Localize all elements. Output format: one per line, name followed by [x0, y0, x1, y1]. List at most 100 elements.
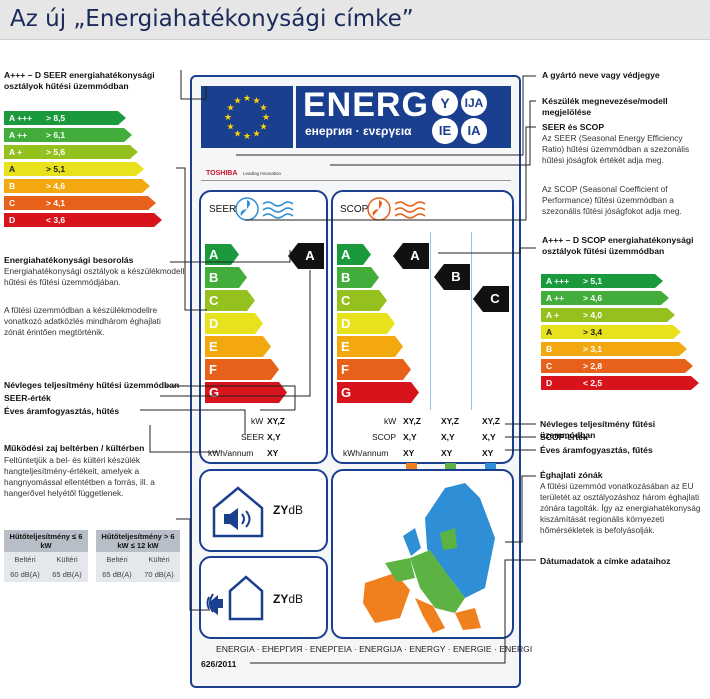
eu-star-icon: ★	[262, 112, 270, 122]
seer-scale-row: C > 4,1	[4, 196, 156, 210]
seer-scale-threshold: > 4,6	[46, 181, 66, 191]
seer-scale-class: B	[9, 181, 16, 191]
energy-class-bar: F	[337, 359, 411, 380]
seer-scale-threshold: > 4,1	[46, 198, 66, 208]
noise-indoor-label: Beltéri	[96, 552, 138, 567]
scop-explanation: Az SCOP (Seasonal Coefficient of Perform…	[542, 184, 682, 216]
heat-capacity-label: Névleges teljesítmény fűtési üzemmódban	[540, 419, 656, 440]
regulation-number: 626/2011	[201, 659, 237, 669]
energy-class-bar: D	[205, 313, 263, 334]
outdoor-speaker-icon	[206, 571, 266, 632]
noise-text: Feltüntetjük a bel- és kültéri készülék …	[4, 455, 155, 498]
scop-kw-value: XY,Z	[482, 416, 500, 426]
scop-scale-row: A + > 4,0	[541, 308, 675, 322]
energ-text: ENERG	[303, 86, 429, 124]
seer-scale-row: D < 3,6	[4, 213, 162, 227]
brand-tagline: Leading Innovation	[243, 171, 282, 176]
seer-kwh-unit: kWh/annum	[208, 448, 254, 458]
seer-scale-class: A ++	[9, 130, 28, 140]
cool-capacity-label: Névleges teljesítmény hűtési üzemmódban	[4, 380, 180, 390]
seer-kw-unit: kW	[251, 416, 264, 426]
scop-scale-class: A	[546, 327, 553, 337]
noise-value: 60 dB(A)	[4, 567, 46, 582]
scop-scale-row: A > 3,4	[541, 325, 681, 339]
scop-scale-threshold: < 2,5	[583, 378, 603, 388]
scop-row-value: X,Y	[482, 432, 496, 442]
class-title: Energiahatékonysági besorolás	[4, 255, 134, 265]
seer-scale-class: A +	[9, 147, 23, 157]
eu-stars-icon: ★★★★★★★★★ ★ ★★	[224, 93, 270, 141]
scop-scale-threshold: > 4,0	[583, 310, 603, 320]
energy-class-bar: C	[337, 290, 387, 311]
seer-scale-row: A +++ > 8,5	[4, 111, 126, 125]
fan-icon	[233, 196, 303, 227]
lang-badge-ie: IE	[432, 118, 458, 144]
scop-kw-value: XY,Z	[403, 416, 421, 426]
scop-scale-row: A ++ > 4,6	[541, 291, 669, 305]
eu-star-icon: ★	[243, 131, 251, 141]
seer-scale-threshold: > 6,1	[46, 130, 66, 140]
scop-kwh-value: XY	[482, 448, 494, 458]
scop-kwh-value: XY	[403, 448, 415, 458]
seer-explanation: Az SEER (Seasonal Energy Efficiency Rati…	[542, 133, 690, 165]
indoor-speaker-icon	[210, 482, 266, 543]
heat-icon	[365, 196, 435, 227]
seer-scale-threshold: < 3,6	[46, 215, 66, 225]
noise-outdoor-label: Kültéri	[46, 552, 88, 567]
europe-zone-map	[355, 478, 505, 641]
seer-scop-title: SEER és SCOP	[542, 122, 605, 132]
seer-row-value: X,Y	[267, 432, 281, 442]
noise-value: 65 dB(A)	[46, 567, 88, 582]
seer-kwh-value: XY	[267, 448, 279, 458]
scop-scale-row: C > 2,8	[541, 359, 693, 373]
seer-kw-value: XY,Z	[267, 416, 285, 426]
zones-title: Éghajlati zónák	[540, 470, 603, 480]
scop-scale-row: B > 3,1	[541, 342, 687, 356]
scop-scale-row: A +++ > 5,1	[541, 274, 663, 288]
seer-scale-threshold: > 8,5	[46, 113, 66, 123]
noise-value: 65 dB(A)	[96, 567, 138, 582]
indoor-noise-value: ZYdB	[273, 503, 304, 517]
energy-class-bar: A	[337, 244, 371, 265]
noise-header-2: Hűtőteljesítmény > 6 kW ≤ 12 kW	[96, 530, 180, 552]
scop-kwh-unit: kWh/annum	[343, 448, 389, 458]
map-region	[403, 528, 421, 556]
eu-star-icon: ★	[234, 96, 242, 106]
seer-scale-row: B > 4,6	[4, 179, 150, 193]
scop-scale-class: A +	[546, 310, 560, 320]
scop-scale-threshold: > 2,8	[583, 361, 603, 371]
annual-cool-label: Éves áramfogyasztás, hűtés	[4, 406, 120, 416]
scop-row-value: X,Y	[441, 432, 455, 442]
scop-scale-class: D	[546, 378, 553, 388]
eu-star-icon: ★	[259, 103, 267, 113]
energy-class-bar: E	[205, 336, 271, 357]
noise-header-1: Hűtőteljesítmény ≤ 6 kW	[4, 530, 88, 552]
seer-scale-row: A > 5,1	[4, 162, 144, 176]
scop-kw-value: XY,Z	[441, 416, 459, 426]
noise-outdoor-label: Kültéri	[138, 552, 180, 567]
indoor-noise-panel	[199, 469, 328, 552]
energy-class-bar: C	[205, 290, 255, 311]
class-text2: A fűtési üzemmódban a készülékmodellre v…	[4, 305, 161, 337]
noise-table: Hűtőteljesítmény ≤ 6 kW Hűtőteljesítmény…	[4, 530, 180, 582]
seer-scale-class: A	[9, 164, 16, 174]
outdoor-noise-value: ZYdB	[273, 592, 304, 606]
title-bar	[0, 0, 710, 40]
energy-class-bar: G	[205, 382, 287, 403]
energy-class-bar: E	[337, 336, 403, 357]
eu-star-icon: ★	[234, 128, 242, 138]
seer-value-label: SEER-érték	[4, 393, 51, 403]
scop-scale-class: B	[546, 344, 553, 354]
eu-star-icon: ★	[227, 103, 235, 113]
noise-indoor-label: Beltéri	[4, 552, 46, 567]
scop-value-label: SCOP-érték	[540, 432, 588, 442]
noise-title: Működési zaj beltérben / kültérben	[4, 443, 145, 453]
seer-scale-class: A +++	[9, 113, 33, 123]
energy-class-bar: G	[337, 382, 419, 403]
brand-logo: TOSHIBA	[206, 170, 238, 177]
map-region	[440, 528, 457, 550]
page-title: Az új „Energiahatékonysági címke”	[10, 6, 414, 32]
energy-class-bar: B	[205, 267, 247, 288]
zones-text: A fűtési üzemmód vonatkozásában az EU te…	[540, 481, 701, 535]
scop-row-value: X,Y	[403, 432, 417, 442]
